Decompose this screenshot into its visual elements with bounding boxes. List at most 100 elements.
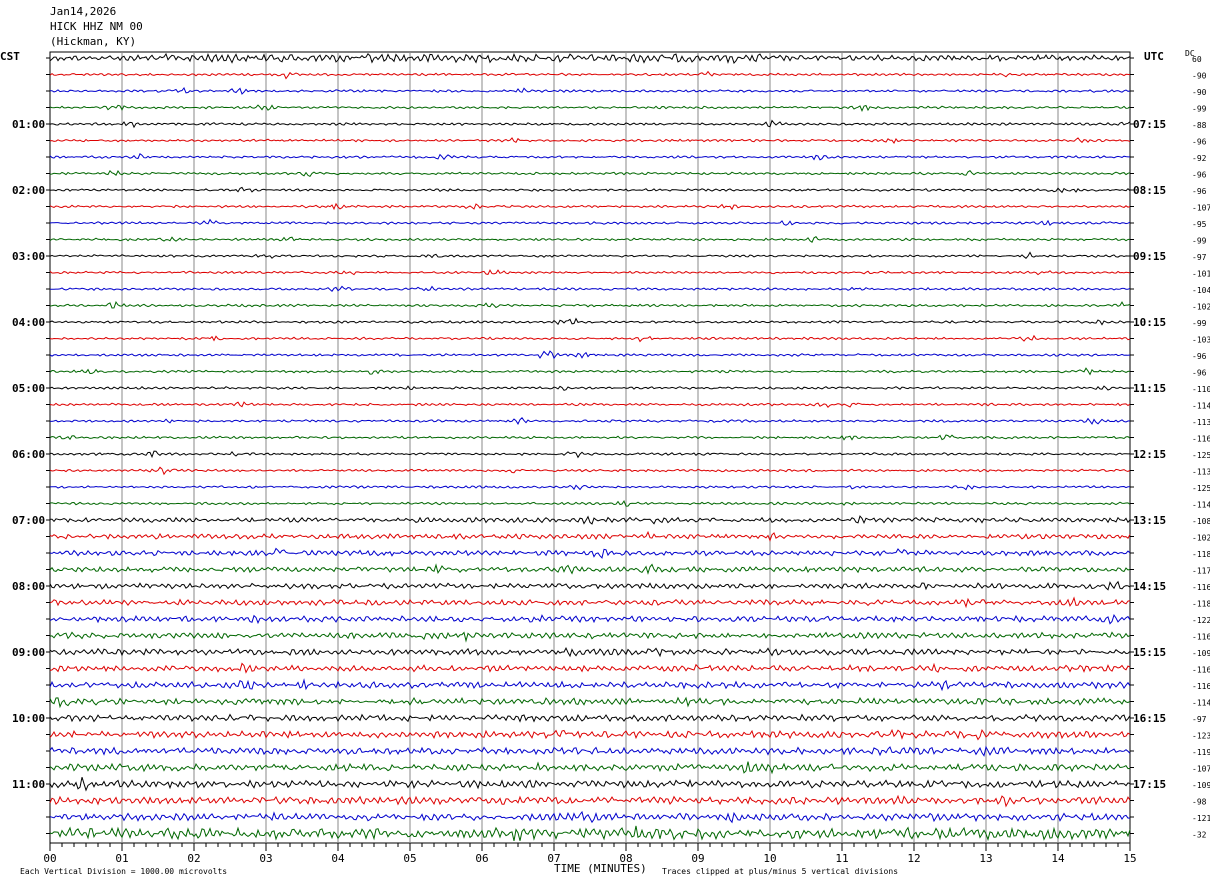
seismic-trace bbox=[49, 401, 1131, 408]
dc-offset-label: -116 bbox=[1192, 435, 1210, 444]
header-location: (Hickman, KY) bbox=[50, 35, 137, 48]
right-hour-label: 15:15 bbox=[1133, 646, 1166, 659]
x-tick-label: 07 bbox=[547, 852, 560, 865]
seismic-trace bbox=[49, 218, 1131, 227]
x-tick-label: 13 bbox=[979, 852, 992, 865]
dc-offset-label: -88 bbox=[1192, 121, 1207, 130]
right-hour-label: 12:15 bbox=[1133, 448, 1166, 461]
x-tick-label: 03 bbox=[259, 852, 272, 865]
left-hour-label: 11:00 bbox=[12, 778, 45, 791]
seismic-trace bbox=[49, 777, 1131, 792]
seismic-trace bbox=[49, 251, 1130, 259]
seismic-trace bbox=[49, 317, 1131, 326]
seismic-trace bbox=[50, 87, 1131, 95]
left-hour-label: 04:00 bbox=[12, 316, 45, 329]
x-tick-label: 01 bbox=[115, 852, 128, 865]
seismic-trace bbox=[49, 530, 1131, 542]
x-tick-label: 15 bbox=[1123, 852, 1136, 865]
dc-offset-label: -107 bbox=[1192, 765, 1210, 774]
dc-offset-label: -109 bbox=[1192, 781, 1210, 790]
right-hour-label: 16:15 bbox=[1133, 712, 1166, 725]
seismic-trace bbox=[49, 367, 1131, 376]
left-hour-label: 01:00 bbox=[12, 118, 45, 131]
left-hour-label: 08:00 bbox=[12, 580, 45, 593]
seismic-trace bbox=[49, 631, 1131, 643]
seismic-trace bbox=[49, 202, 1131, 211]
left-hour-label: 02:00 bbox=[12, 184, 45, 197]
seismic-trace bbox=[49, 52, 1131, 64]
dc-offset-label: -116 bbox=[1192, 682, 1210, 691]
left-hour-label: 03:00 bbox=[12, 250, 45, 263]
x-tick-label: 09 bbox=[691, 852, 704, 865]
dc-offset-label: -118 bbox=[1192, 550, 1210, 559]
right-hour-label: 17:15 bbox=[1133, 778, 1166, 791]
dc-offset-label: -98 bbox=[1192, 798, 1207, 807]
right-hour-label: 13:15 bbox=[1133, 514, 1166, 527]
dc-offset-label: -116 bbox=[1192, 633, 1210, 642]
dc-offset-label: -114 bbox=[1192, 501, 1210, 510]
dc-label: DC bbox=[1185, 49, 1195, 58]
dc-offset-label: -119 bbox=[1192, 748, 1210, 757]
dc-offset-label: -99 bbox=[1192, 237, 1207, 246]
dc-offset-label: -117 bbox=[1192, 567, 1210, 576]
dc-offset-label: -96 bbox=[1192, 369, 1207, 378]
dc-offset-label: -97 bbox=[1192, 715, 1207, 724]
dc-offset-label: -108 bbox=[1192, 517, 1210, 526]
x-tick-label: 08 bbox=[619, 852, 632, 865]
header-station: HICK HHZ NM 00 bbox=[50, 20, 143, 33]
plot-frame bbox=[49, 51, 1131, 844]
seismic-trace bbox=[49, 515, 1131, 525]
left-hour-label: 07:00 bbox=[12, 514, 45, 527]
dc-offset-label: -103 bbox=[1192, 336, 1210, 345]
x-tick-label: 06 bbox=[475, 852, 488, 865]
dc-offset-label: -114 bbox=[1192, 402, 1210, 411]
dc-offset-label: -102 bbox=[1192, 534, 1210, 543]
seismic-trace bbox=[49, 761, 1131, 775]
seismic-trace bbox=[49, 137, 1131, 144]
seismic-trace bbox=[49, 613, 1131, 625]
dc-offset-label: -118 bbox=[1192, 600, 1210, 609]
dc-offset-label: -96 bbox=[1192, 187, 1207, 196]
scale-note: Each Vertical Division = 1000.00 microvo… bbox=[20, 867, 228, 876]
dc-offset-label: -121 bbox=[1192, 814, 1210, 823]
dc-offset-label: -113 bbox=[1192, 418, 1210, 427]
dc-offset-label: -113 bbox=[1192, 468, 1210, 477]
seismic-trace bbox=[49, 794, 1131, 808]
seismic-trace bbox=[49, 696, 1131, 709]
dc-offset-label: -90 bbox=[1192, 72, 1207, 81]
dc-offset-label: -32 bbox=[1192, 831, 1207, 840]
seismic-trace bbox=[49, 596, 1131, 609]
seismic-trace bbox=[49, 334, 1131, 343]
x-axis-label: TIME (MINUTES) bbox=[554, 862, 647, 875]
right-hour-label: 08:15 bbox=[1133, 184, 1166, 197]
dc-offset-label: -95 bbox=[1192, 220, 1207, 229]
seismic-trace bbox=[49, 269, 1131, 276]
dc-offset-label: -101 bbox=[1192, 270, 1210, 279]
seismic-trace bbox=[49, 810, 1131, 824]
dc-offset-label: -102 bbox=[1192, 303, 1210, 312]
dc-offset-label: -96 bbox=[1192, 352, 1207, 361]
dc-offset-label: -99 bbox=[1192, 319, 1207, 328]
seismic-trace bbox=[49, 563, 1131, 575]
dc-offset-label: -122 bbox=[1192, 616, 1210, 625]
dc-offset-label: -104 bbox=[1192, 286, 1210, 295]
seismic-trace bbox=[49, 385, 1131, 391]
seismic-trace bbox=[49, 153, 1130, 161]
seismic-trace bbox=[49, 745, 1131, 757]
x-tick-label: 10 bbox=[763, 852, 776, 865]
seismic-trace bbox=[49, 301, 1131, 309]
dc-offset-label: -125 bbox=[1192, 484, 1210, 493]
x-tick-label: 11 bbox=[835, 852, 848, 865]
dc-offset-label: -96 bbox=[1192, 138, 1207, 147]
header-date: Jan14,2026 bbox=[50, 5, 117, 18]
right-hour-label: 11:15 bbox=[1133, 382, 1166, 395]
seismic-trace bbox=[49, 547, 1131, 559]
dc-offset-label: 60 bbox=[1192, 55, 1202, 64]
seismic-trace bbox=[49, 70, 1131, 80]
dc-offset-label: -90 bbox=[1192, 88, 1207, 97]
seismic-trace bbox=[49, 728, 1131, 741]
seismic-trace bbox=[49, 713, 1131, 723]
x-tick-label: 00 bbox=[43, 852, 56, 865]
left-timezone-label: CST bbox=[0, 50, 20, 63]
seismic-trace bbox=[49, 662, 1131, 674]
